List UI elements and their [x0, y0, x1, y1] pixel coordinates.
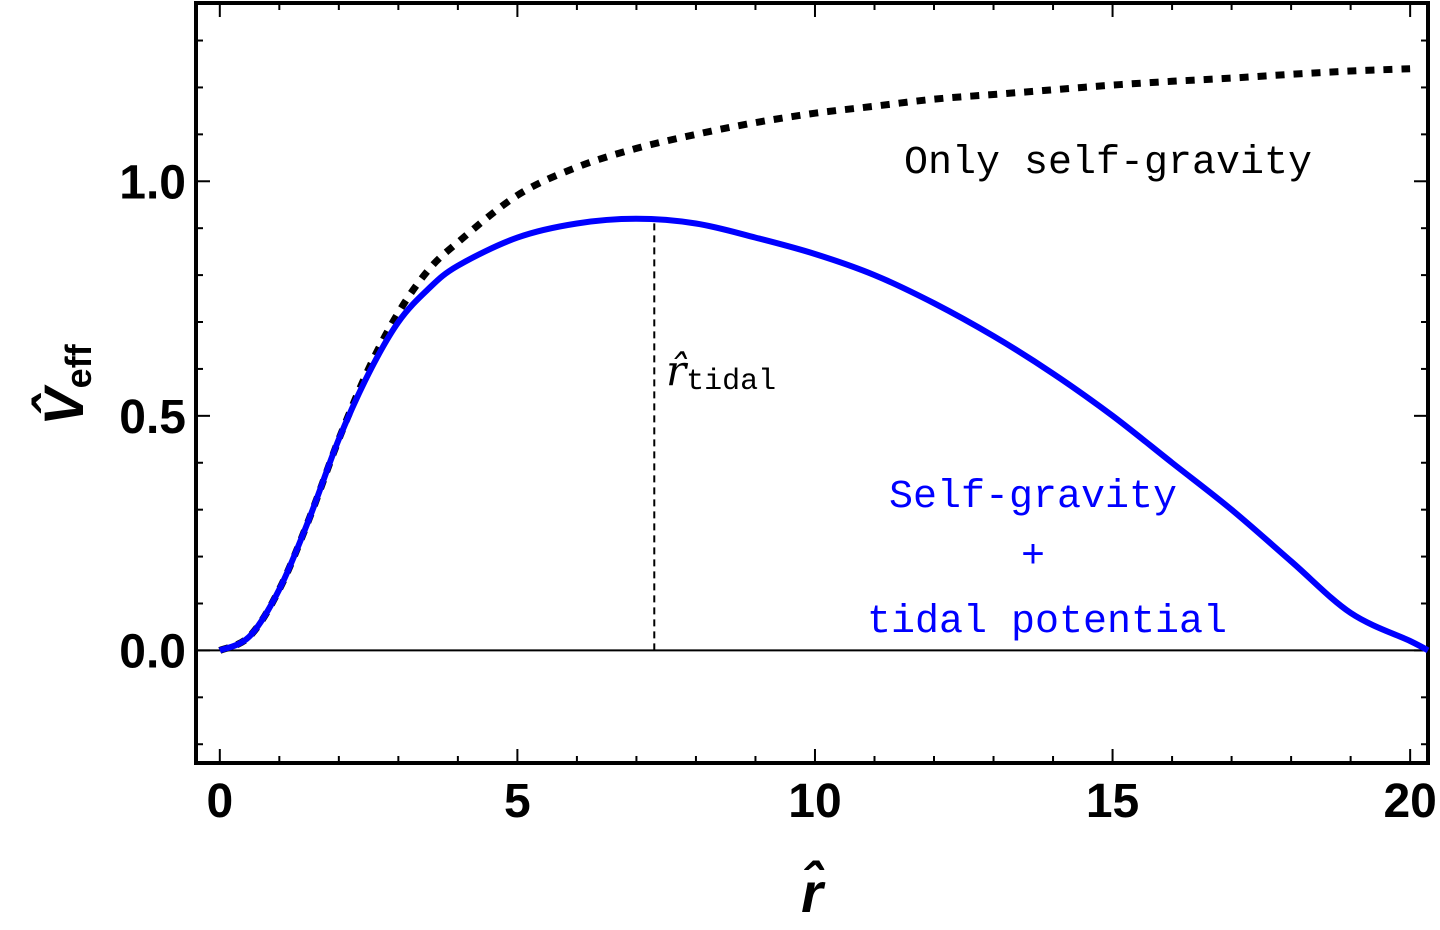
y-axis-title-main: V̂ — [31, 384, 95, 426]
y-axis-title: V̂eff — [31, 343, 99, 425]
annotation-r-tidal: r̂tidal — [666, 346, 776, 399]
svg-text:V̂eff: V̂eff — [31, 343, 99, 425]
x-tick-label: 20 — [1383, 775, 1436, 828]
r-tidal-sub: tidal — [686, 365, 776, 399]
axis-ticks — [196, 3, 1428, 763]
x-tick-label: 5 — [504, 775, 531, 828]
plot-frame — [194, 1, 1430, 765]
tick-labels: 0 5 10 15 20 0.0 0.5 1.0 — [119, 156, 1437, 828]
y-tick-label: 0.5 — [119, 391, 186, 444]
annotation-self-gravity-line2: + — [1021, 535, 1045, 580]
x-tick-label: 10 — [788, 775, 841, 828]
series-self-gravity-tidal — [218, 215, 1430, 654]
x-tick-label: 0 — [206, 775, 233, 828]
annotation-only-self-gravity: Only self-gravity — [904, 141, 1312, 186]
annotation-self-gravity-line3: tidal potential — [867, 600, 1227, 645]
r-tidal-base: r̂ — [666, 346, 689, 395]
x-axis-title: r̂ — [801, 860, 826, 924]
y-tick-label: 1.0 — [119, 156, 186, 209]
x-tick-label: 15 — [1086, 775, 1139, 828]
y-tick-label: 0.0 — [119, 625, 186, 678]
annotation-self-gravity-line1: Self-gravity — [889, 475, 1177, 520]
y-axis-title-sub: eff — [58, 343, 99, 388]
